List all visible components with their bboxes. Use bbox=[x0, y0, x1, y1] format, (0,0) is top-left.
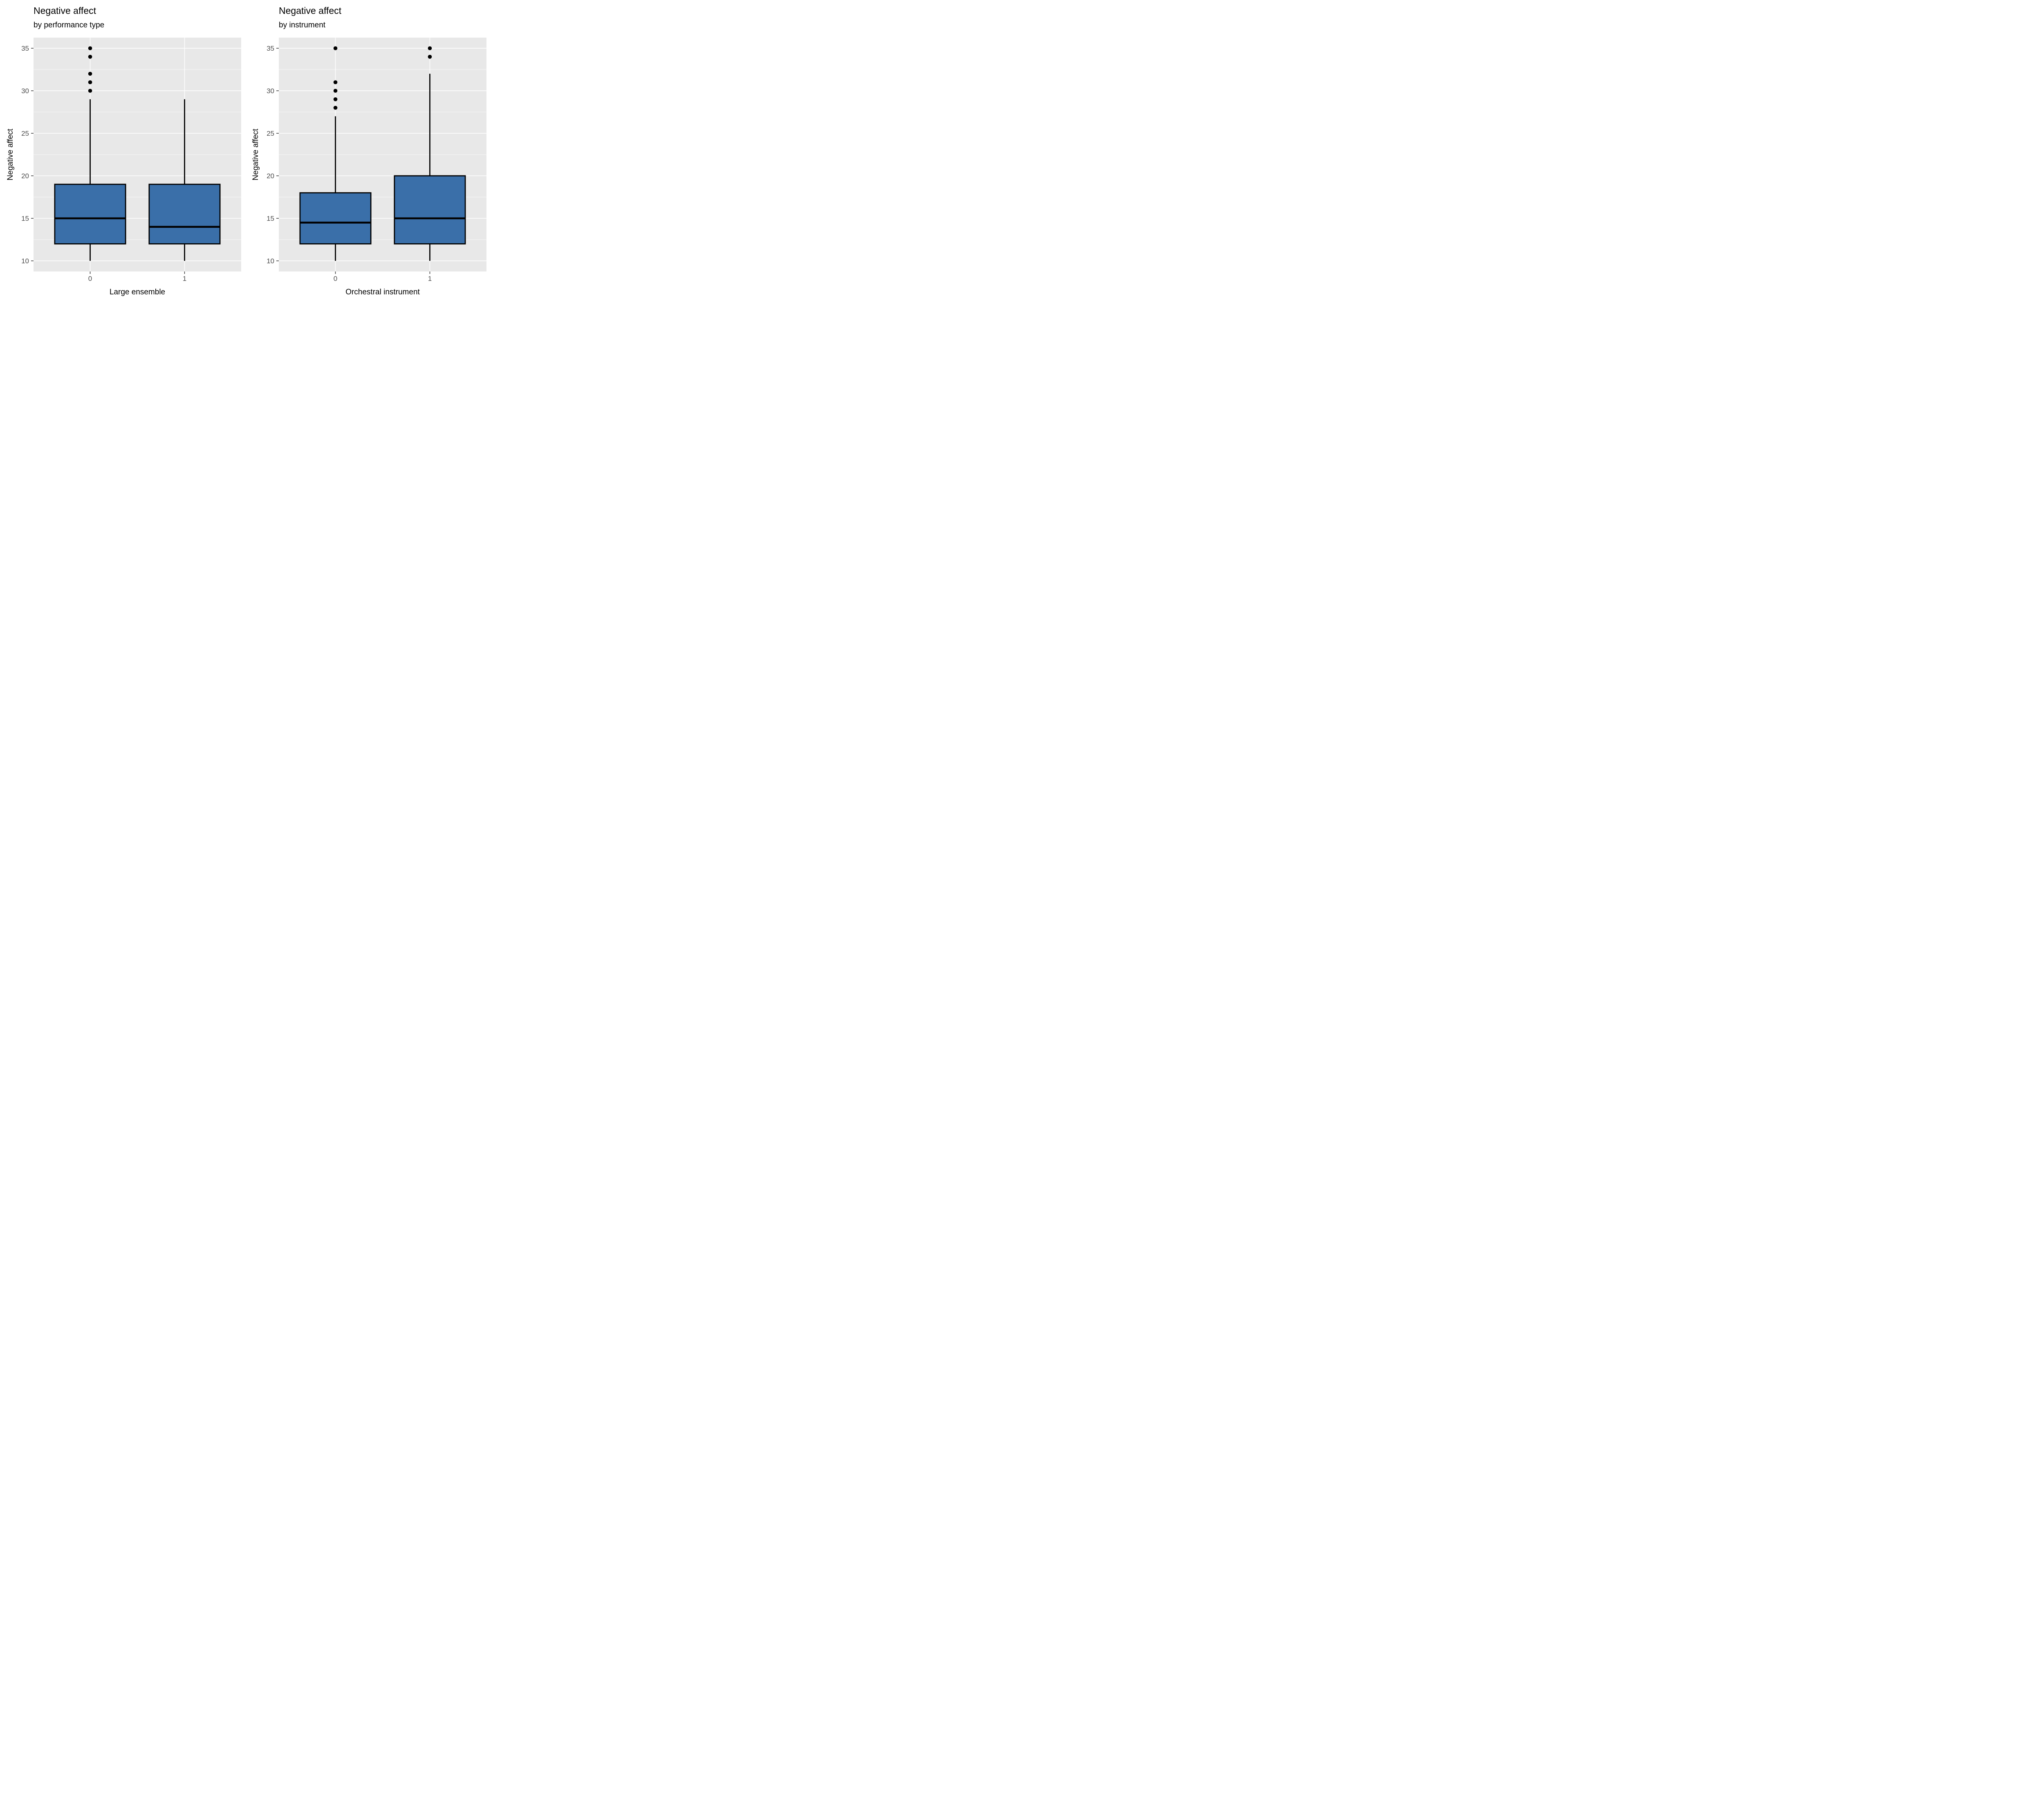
plot-canvas-performance-type: 10 15 20 25 30 35 0 1 bbox=[21, 38, 241, 283]
plot-subtitle: by instrument bbox=[279, 21, 326, 29]
x-tick-label: 0 bbox=[88, 275, 92, 283]
figure-boxplots: 10 15 20 25 30 35 0 1 Negative affect by perfor… bbox=[0, 0, 491, 303]
plot-subtitle: by performance type bbox=[34, 21, 105, 29]
outlier-dot bbox=[333, 89, 338, 93]
box bbox=[394, 175, 466, 244]
x-axis-title: Orchestral instrument bbox=[345, 288, 420, 296]
outlier-dot bbox=[88, 55, 92, 59]
y-tick-label: 25 bbox=[21, 130, 29, 137]
outlier-dot bbox=[333, 97, 338, 101]
outlier-dot bbox=[88, 72, 92, 76]
x-tick-label: 0 bbox=[334, 275, 337, 283]
y-tick-label: 15 bbox=[267, 215, 274, 222]
y-tick-label: 30 bbox=[267, 87, 274, 95]
x-tick-label: 1 bbox=[428, 275, 432, 283]
plot-title: Negative affect bbox=[279, 5, 342, 16]
box bbox=[148, 184, 221, 244]
outlier-dot bbox=[88, 80, 92, 84]
x-axis-title: Large ensemble bbox=[109, 288, 166, 296]
y-axis-title: Negative affect bbox=[251, 128, 260, 181]
boxplot-performance-type: 10 15 20 25 30 35 0 1 Negative affect by perfor… bbox=[0, 0, 245, 303]
x-tick-label: 1 bbox=[183, 275, 186, 283]
outlier-dot bbox=[333, 105, 338, 110]
box bbox=[299, 192, 372, 244]
outlier-dot bbox=[428, 46, 432, 50]
outlier-dot bbox=[333, 46, 338, 50]
y-tick-label: 20 bbox=[267, 172, 274, 180]
y-axis-title: Negative affect bbox=[6, 128, 15, 181]
y-tick-label: 20 bbox=[21, 172, 29, 180]
y-tick-label: 35 bbox=[21, 45, 29, 52]
box bbox=[54, 184, 126, 244]
boxplot-instrument: 10 15 20 25 30 35 0 1 Negative affect by instru… bbox=[245, 0, 491, 303]
outlier-dot bbox=[333, 80, 338, 84]
y-tick-label: 10 bbox=[21, 257, 29, 265]
plot-canvas-instrument: 10 15 20 25 30 35 0 1 bbox=[267, 38, 486, 283]
outlier-dot bbox=[428, 55, 432, 59]
plot-title: Negative affect bbox=[34, 5, 96, 16]
y-tick-label: 30 bbox=[21, 87, 29, 95]
y-tick-label: 35 bbox=[267, 45, 274, 52]
outlier-dot bbox=[88, 46, 92, 50]
y-tick-label: 15 bbox=[21, 215, 29, 222]
y-tick-label: 10 bbox=[267, 257, 274, 265]
outlier-dot bbox=[88, 89, 92, 93]
y-tick-label: 25 bbox=[267, 130, 274, 137]
